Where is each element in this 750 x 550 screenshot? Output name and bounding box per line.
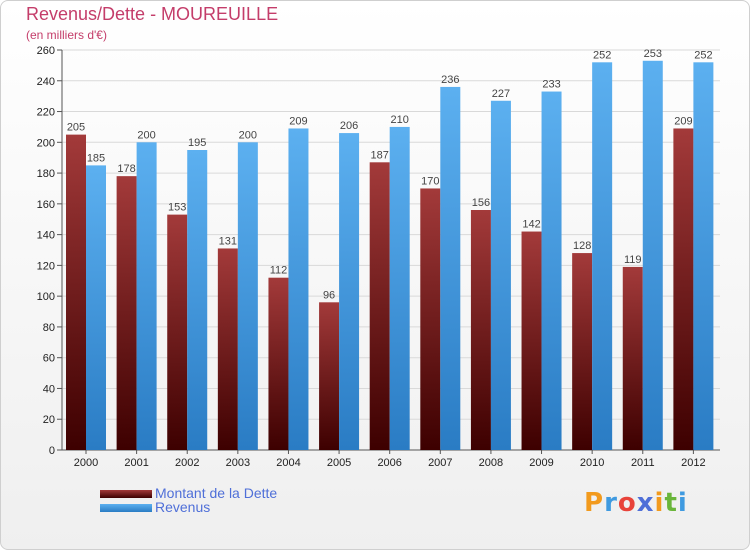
bar-revenus	[642, 60, 663, 451]
x-tick-label: 2010	[580, 457, 604, 469]
data-label-revenus: 252	[694, 49, 712, 61]
logo-letter: t	[664, 488, 678, 518]
bar-revenus	[490, 100, 511, 451]
data-label-revenus: 185	[87, 152, 105, 164]
bar-dette	[319, 302, 340, 450]
bar-dette	[420, 188, 441, 450]
bar-revenus	[389, 126, 410, 450]
legend-swatch-dette	[100, 490, 152, 498]
bar-revenus	[693, 62, 714, 451]
x-tick-label: 2012	[681, 457, 705, 469]
data-label-dette: 153	[168, 202, 186, 214]
y-tick-label: 120	[37, 260, 55, 272]
bar-revenus	[339, 133, 360, 451]
bar-dette	[167, 214, 188, 450]
logo-letter: x	[636, 488, 655, 518]
data-label-revenus: 200	[239, 129, 257, 141]
x-tick-label: 2009	[529, 457, 553, 469]
y-tick-label: 100	[37, 291, 55, 303]
logo-letter: i	[677, 488, 688, 518]
data-label-revenus: 206	[340, 120, 358, 132]
x-tick-label: 2003	[226, 457, 250, 469]
logo-letter: i	[654, 488, 665, 518]
bar-dette	[66, 134, 86, 450]
chart-title: Revenus/Dette - MOUREUILLE	[26, 4, 279, 24]
legend-swatch-revenus	[100, 504, 152, 512]
x-tick-label: 2002	[175, 457, 199, 469]
data-label-revenus: 195	[188, 137, 206, 149]
data-label-revenus: 253	[644, 48, 662, 60]
bar-dette	[572, 253, 593, 450]
data-label-revenus: 252	[593, 49, 611, 61]
data-label-revenus: 209	[289, 115, 307, 127]
bar-revenus	[288, 128, 309, 450]
logo-letter: o	[617, 488, 637, 518]
y-tick-label: 140	[37, 230, 55, 242]
data-label-dette: 128	[573, 240, 591, 252]
legend-label-revenus: Revenus	[155, 499, 211, 515]
proxiti-logo: Proxiti	[584, 488, 688, 518]
data-label-revenus: 200	[137, 129, 155, 141]
chart-subtitle: (en milliers d'€)	[26, 28, 107, 42]
x-tick-label: 2007	[428, 457, 452, 469]
bar-dette	[673, 128, 694, 450]
data-label-dette: 205	[67, 122, 85, 134]
x-tick-label: 2008	[479, 457, 503, 469]
data-label-dette: 142	[522, 219, 540, 231]
bar-revenus	[592, 62, 613, 451]
bar-dette	[369, 162, 390, 451]
data-label-dette: 209	[674, 115, 692, 127]
bar-revenus	[440, 86, 461, 450]
bar-dette	[217, 248, 238, 450]
y-tick-label: 20	[43, 414, 55, 426]
data-label-dette: 119	[624, 254, 642, 266]
x-tick-label: 2000	[74, 457, 98, 469]
data-label-revenus: 233	[542, 79, 560, 91]
y-tick-label: 80	[43, 322, 55, 334]
data-label-dette: 187	[371, 149, 389, 161]
bar-dette	[470, 210, 491, 450]
logo-letter: r	[604, 488, 618, 518]
data-label-revenus: 236	[441, 74, 459, 86]
data-label-dette: 170	[421, 175, 439, 187]
y-tick-label: 0	[49, 445, 55, 457]
bar-dette	[622, 266, 643, 450]
logo-letter: P	[584, 488, 605, 518]
data-label-dette: 156	[472, 197, 490, 209]
x-tick-label: 2006	[377, 457, 401, 469]
bar-dette	[268, 277, 289, 450]
x-tick-label: 2011	[631, 457, 655, 469]
y-tick-label: 40	[43, 383, 55, 395]
data-label-revenus: 227	[492, 88, 510, 100]
x-tick-label: 2005	[327, 457, 351, 469]
y-tick-label: 240	[37, 76, 55, 88]
bar-dette	[116, 176, 137, 450]
bar-revenus	[86, 165, 106, 450]
data-label-dette: 178	[117, 163, 135, 175]
y-tick-label: 200	[37, 137, 55, 149]
y-tick-label: 220	[37, 107, 55, 119]
y-tick-label: 180	[37, 168, 55, 180]
data-label-dette: 96	[323, 289, 335, 301]
y-tick-label: 60	[43, 353, 55, 365]
legend-label-dette: Montant de la Dette	[155, 485, 278, 501]
y-tick-label: 160	[37, 199, 55, 211]
data-label-revenus: 210	[391, 114, 409, 126]
bar-revenus	[136, 142, 157, 451]
x-tick-label: 2001	[124, 457, 148, 469]
bar-revenus	[187, 150, 208, 450]
bar-revenus	[541, 91, 562, 451]
bar-revenus	[237, 142, 258, 451]
y-tick-label: 260	[37, 45, 55, 57]
bar-dette	[521, 231, 542, 450]
x-tick-label: 2004	[276, 457, 300, 469]
data-label-dette: 112	[270, 265, 288, 277]
data-label-dette: 131	[219, 235, 237, 247]
